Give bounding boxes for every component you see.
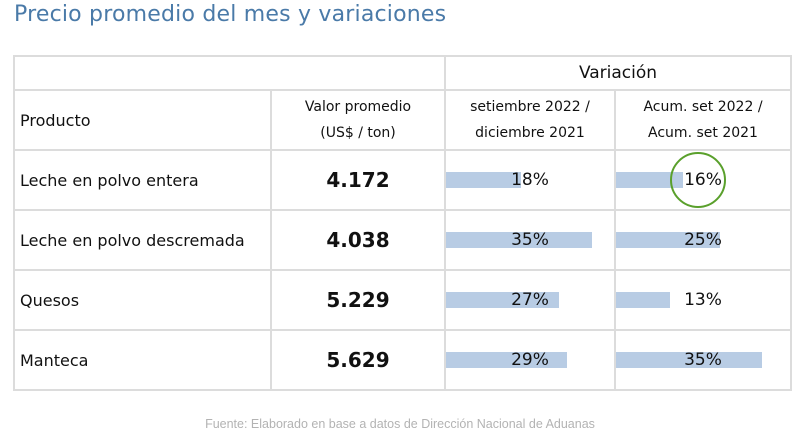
var1-data-bar [446,292,559,308]
var2-cell: 35% [614,329,792,391]
value-header-line2: (US$ / ton) [320,125,396,141]
var1-data-bar [446,352,567,368]
value-column-header: Valor promedio (US$ / ton) [270,89,446,151]
var1-data-bar [446,172,521,188]
group-header-row: Variación [13,55,792,91]
product-name: Manteca [13,329,272,391]
product-column-header: Producto [13,89,272,151]
var2-percentage: 25% [684,230,722,250]
var2-data-bar [616,352,762,368]
value-header-line1: Valor promedio [304,99,412,115]
var2-data-bar [616,232,720,248]
var1-header-line1: setiembre 2022 / [470,99,590,115]
product-name: Leche en polvo entera [13,149,272,211]
var2-cell: 13% [614,269,792,331]
var2-data-bar [616,292,670,308]
var2-cell: 16% [614,149,792,211]
var1-cell: 18% [444,149,616,211]
var2-cell: 25% [614,209,792,271]
var1-data-bar [446,232,592,248]
var1-cell: 27% [444,269,616,331]
var1-cell: 29% [444,329,616,391]
var1-percentage: 29% [511,350,549,370]
var1-percentage: 18% [511,170,549,190]
table-row: Quesos 5.229 27% 13% [13,269,792,331]
var1-cell: 35% [444,209,616,271]
var1-column-header: setiembre 2022 / diciembre 2021 [444,89,616,151]
product-name: Leche en polvo descremada [13,209,272,271]
var2-percentage: 35% [684,350,722,370]
average-price-value: 4.172 [270,149,446,211]
price-variation-table: Variación Producto Valor promedio (US$ /… [13,55,792,391]
average-price-value: 5.629 [270,329,446,391]
var1-percentage: 27% [511,290,549,310]
var2-data-bar [616,172,683,188]
table-row: Manteca 5.629 29% 35% [13,329,792,391]
page-title: Precio promedio del mes y variaciones [14,2,447,27]
variacion-header: Variación [444,55,792,91]
var2-header-line2: Acum. set 2021 [648,125,758,141]
blank-header-cell [13,55,446,91]
column-header-row: Producto Valor promedio (US$ / ton) seti… [13,89,792,151]
var2-percentage: 16% [684,170,722,190]
average-price-value: 5.229 [270,269,446,331]
average-price-value: 4.038 [270,209,446,271]
source-note: Fuente: Elaborado en base a datos de Dir… [205,417,595,431]
var2-percentage: 13% [684,290,722,310]
var2-column-header: Acum. set 2022 / Acum. set 2021 [614,89,792,151]
var2-header-line1: Acum. set 2022 / [643,99,763,115]
var1-percentage: 35% [511,230,549,250]
product-name: Quesos [13,269,272,331]
var1-header-line2: diciembre 2021 [475,125,585,141]
table-row: Leche en polvo entera 4.172 18% 16% [13,149,792,211]
table-row: Leche en polvo descremada 4.038 35% 25% [13,209,792,271]
